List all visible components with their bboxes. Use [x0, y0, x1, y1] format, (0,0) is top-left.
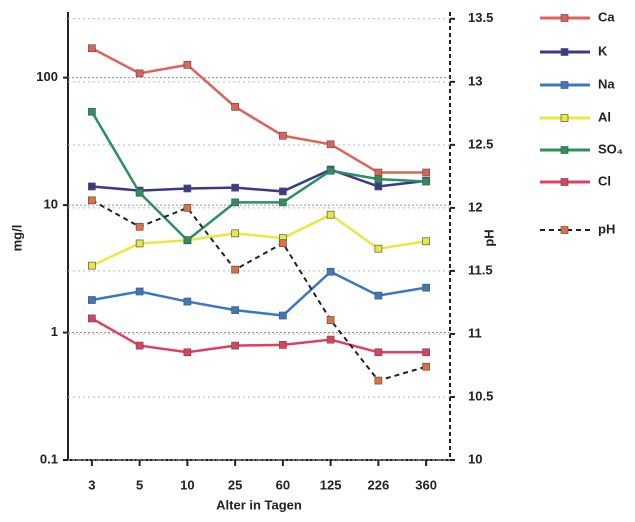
series-line	[91, 168, 427, 193]
y-tick-label: 0.1	[40, 451, 58, 466]
data-point	[326, 166, 335, 175]
legend-marker	[560, 14, 569, 22]
data-point	[422, 237, 430, 246]
series-line	[91, 47, 427, 174]
legend-marker	[560, 178, 569, 186]
legend-marker	[560, 146, 569, 154]
data-point	[422, 348, 430, 357]
x-tick-label: 60	[276, 477, 290, 492]
data-point	[135, 239, 144, 248]
data-point	[326, 267, 335, 276]
data-point	[88, 196, 96, 205]
data-point	[135, 222, 144, 231]
y2-tick-label: 13.5	[468, 10, 493, 25]
data-point	[326, 316, 335, 324]
data-point	[88, 107, 96, 116]
data-point	[183, 60, 192, 69]
data-point	[183, 297, 192, 306]
y2-tick-label: 13	[468, 73, 482, 88]
y2-tick-label: 10.5	[468, 388, 493, 403]
data-point	[183, 236, 192, 245]
data-point	[374, 376, 383, 385]
data-point	[279, 311, 287, 320]
data-point	[231, 183, 239, 192]
x-tick-label: 226	[368, 477, 390, 492]
legend-label: Na	[598, 76, 615, 91]
x-tick-label: 5	[136, 477, 143, 492]
x-tick-label: 3	[88, 477, 95, 492]
data-point	[326, 210, 335, 219]
data-point	[374, 182, 383, 191]
y2-tick-label: 11	[468, 325, 482, 340]
y-tick-label: 10	[44, 197, 58, 212]
y2-tick-label: 10	[468, 451, 482, 466]
legend-label: Ca	[598, 9, 615, 24]
data-point	[135, 287, 144, 296]
data-point	[88, 182, 96, 191]
data-point	[326, 335, 335, 344]
data-point	[374, 244, 383, 253]
y2-tick-label: 12	[468, 199, 482, 214]
data-point	[422, 283, 430, 292]
data-point	[279, 131, 287, 140]
data-point	[231, 265, 239, 274]
legend-label: SO₄	[598, 141, 623, 156]
x-tick-label: 125	[320, 477, 342, 492]
x-tick-label: 360	[415, 477, 437, 492]
y2-tick-label: 12.5	[468, 136, 493, 151]
data-point	[374, 348, 383, 357]
legend-label: Al	[598, 109, 611, 124]
legend-marker	[560, 226, 569, 234]
data-point	[279, 198, 287, 207]
data-point	[279, 187, 287, 196]
data-point	[135, 188, 144, 197]
legend-marker	[560, 114, 569, 122]
y-tick-label: 100	[36, 69, 58, 84]
y-axis-title: mg/l	[9, 225, 24, 252]
data-point	[183, 348, 192, 357]
y2-tick-label: 11.5	[468, 262, 493, 277]
data-point	[422, 168, 430, 177]
data-point	[231, 341, 239, 350]
data-point	[183, 184, 192, 193]
y2-axis-title: pH	[481, 229, 496, 246]
series-line	[91, 213, 427, 267]
legend-label: Cl	[598, 173, 611, 188]
data-point	[88, 44, 96, 53]
data-point	[231, 198, 239, 207]
series-line	[91, 199, 427, 382]
data-point	[183, 204, 192, 212]
y-tick-label: 1	[51, 324, 58, 339]
data-point	[279, 341, 287, 349]
data-point	[231, 306, 239, 314]
x-axis-title: Alter in Tagen	[216, 497, 302, 512]
data-point	[88, 296, 96, 304]
legend-marker	[560, 81, 569, 89]
data-point	[88, 261, 96, 270]
data-point	[374, 168, 383, 177]
x-tick-label: 25	[228, 477, 242, 492]
data-point	[231, 229, 239, 238]
series-line	[91, 317, 427, 354]
legend-label: K	[598, 43, 608, 58]
data-point	[374, 175, 383, 183]
data-point	[135, 69, 144, 78]
x-tick-label: 10	[180, 477, 194, 492]
data-point	[422, 362, 430, 371]
legend-label: pH	[598, 221, 615, 236]
data-point	[231, 102, 239, 111]
data-point	[88, 314, 96, 323]
data-point	[279, 239, 287, 248]
series-line	[91, 270, 427, 317]
data-point	[135, 341, 144, 350]
data-point	[422, 177, 430, 186]
legend-marker	[560, 48, 569, 56]
data-point	[326, 140, 335, 149]
data-point	[374, 291, 383, 300]
series-line	[90, 111, 427, 242]
